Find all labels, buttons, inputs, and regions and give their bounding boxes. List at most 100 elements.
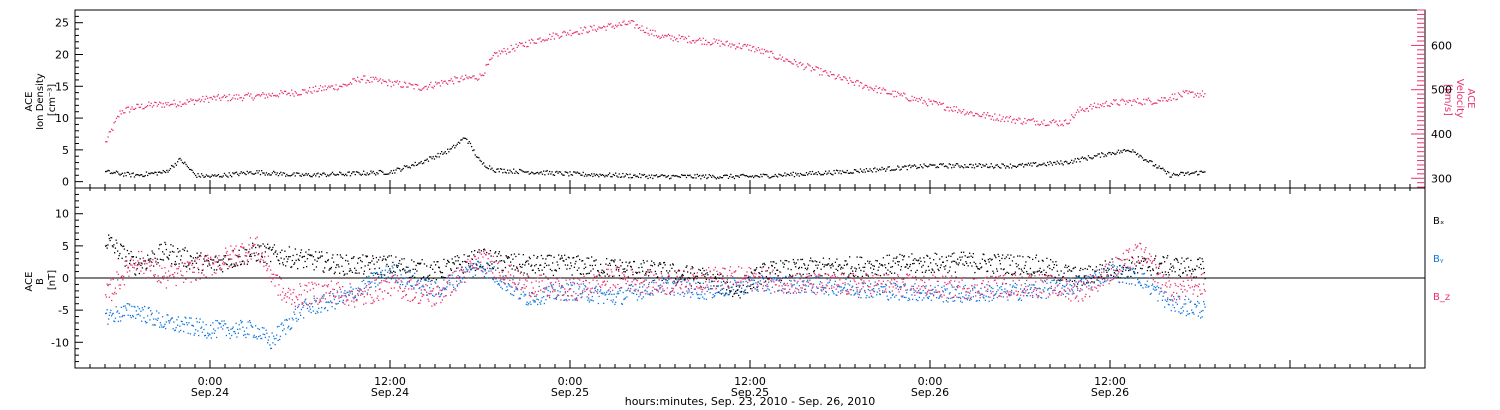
bx-point: [165, 243, 167, 246]
bx-point: [303, 255, 306, 258]
bx-point: [357, 257, 360, 260]
bx-point: [127, 266, 129, 269]
density-point: [685, 176, 688, 179]
density-point: [1167, 170, 1169, 173]
bx-point: [268, 248, 270, 250]
bx-point: [524, 264, 526, 266]
density-point: [1091, 158, 1093, 160]
by-point: [624, 297, 627, 299]
velocity-point: [454, 76, 456, 78]
by-point: [299, 312, 301, 314]
density-point: [288, 175, 290, 177]
density-point: [853, 169, 856, 171]
bx-point: [438, 267, 441, 269]
velocity-point: [511, 48, 514, 50]
bx-point: [543, 273, 545, 275]
by-point: [642, 296, 645, 298]
density-point: [347, 171, 349, 173]
by-point: [569, 287, 571, 290]
by-point: [788, 276, 790, 278]
bx-point: [945, 265, 947, 267]
by-point: [924, 292, 927, 294]
bx-point: [281, 249, 283, 251]
density-point: [783, 174, 785, 177]
bx-point: [1197, 258, 1199, 261]
bx-point: [583, 267, 585, 270]
velocity-point: [1139, 102, 1141, 104]
velocity-point: [397, 83, 400, 85]
density-point: [754, 175, 756, 177]
bx-point: [407, 266, 409, 269]
density-point: [292, 173, 294, 175]
by-point: [252, 336, 255, 338]
velocity-point: [291, 89, 293, 91]
bx-point: [286, 261, 288, 263]
by-point: [135, 310, 138, 312]
by-point: [764, 281, 766, 283]
velocity-point: [459, 81, 461, 83]
density-point: [243, 171, 245, 174]
by-point: [961, 301, 963, 304]
density-point: [381, 170, 383, 173]
by-point: [607, 290, 609, 292]
density-point: [623, 176, 625, 178]
by-point: [966, 298, 969, 301]
bx-point: [696, 277, 698, 280]
by-point: [780, 281, 782, 284]
by-point: [113, 320, 115, 322]
bx-point: [993, 254, 996, 256]
bx-point: [567, 256, 570, 258]
velocity-point: [857, 80, 859, 82]
bx-point: [1042, 260, 1044, 262]
x-tick-time-label: 0:00: [918, 375, 943, 388]
by-point: [891, 294, 894, 296]
velocity-point: [690, 42, 692, 44]
bx-point: [905, 266, 907, 268]
bx-point: [787, 268, 789, 270]
density-point: [1201, 171, 1204, 173]
bx-point: [1097, 276, 1099, 279]
bx-point: [290, 266, 292, 269]
by-point: [638, 295, 640, 298]
density-point: [352, 171, 354, 173]
by-point: [661, 275, 663, 277]
velocity-point: [261, 94, 263, 96]
velocity-point: [624, 23, 626, 25]
bx-point: [1101, 276, 1103, 278]
bx-point: [278, 259, 280, 262]
by-point: [190, 317, 192, 319]
density-point: [803, 174, 805, 176]
bx-point: [483, 248, 485, 251]
density-point: [124, 172, 126, 174]
velocity-point: [519, 42, 521, 44]
by-point: [332, 293, 334, 295]
density-point: [838, 172, 840, 174]
bx-point: [592, 268, 594, 270]
by-point: [651, 290, 654, 292]
velocity-point: [723, 43, 725, 45]
by-point: [180, 320, 183, 323]
bx-point: [218, 259, 220, 261]
density-point: [187, 166, 190, 169]
bx-point: [125, 256, 127, 258]
by-point: [192, 324, 194, 327]
by-point: [696, 292, 698, 294]
velocity-point: [256, 94, 258, 96]
bx-point: [1022, 256, 1024, 258]
by-point: [795, 287, 797, 289]
bx-point: [416, 270, 418, 272]
velocity-point: [528, 39, 530, 41]
bx-point: [802, 273, 804, 276]
bx-point: [237, 255, 240, 258]
density-point: [868, 170, 870, 172]
velocity-point: [432, 87, 434, 89]
by-point: [922, 289, 924, 292]
density-point: [618, 173, 620, 175]
bx-point: [1014, 271, 1017, 273]
bx-point: [242, 260, 244, 262]
by-point: [773, 276, 775, 279]
by-point: [951, 286, 954, 288]
velocity-point: [921, 97, 923, 99]
bx-point: [1113, 275, 1115, 277]
density-point: [169, 168, 172, 170]
